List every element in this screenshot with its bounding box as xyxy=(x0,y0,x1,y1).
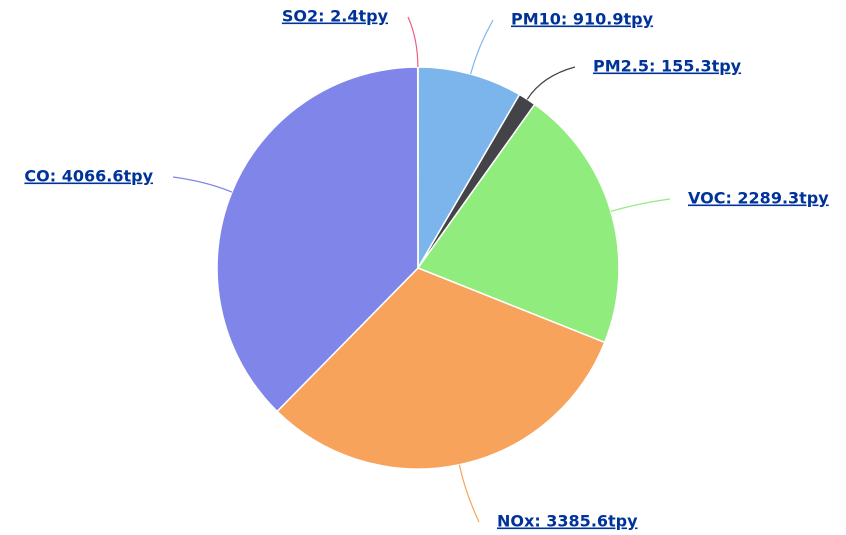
pie-slice xyxy=(216,66,419,413)
connector xyxy=(458,464,480,523)
connector xyxy=(610,198,671,212)
data-label[interactable]: SO2: 2.4tpy xyxy=(282,7,389,26)
data-label[interactable]: PM2.5: 155.3tpy xyxy=(593,57,742,76)
data-label[interactable]: VOC: 2289.3tpy xyxy=(688,189,829,208)
connector xyxy=(526,66,576,100)
pie-slice xyxy=(416,103,620,344)
connector xyxy=(407,16,419,68)
connector xyxy=(172,176,233,193)
data-label[interactable]: PM10: 910.9tpy xyxy=(511,10,654,29)
data-label[interactable]: NOx: 3385.6tpy xyxy=(497,512,638,531)
connector xyxy=(470,19,494,75)
data-label[interactable]: CO: 4066.6tpy xyxy=(24,167,153,186)
